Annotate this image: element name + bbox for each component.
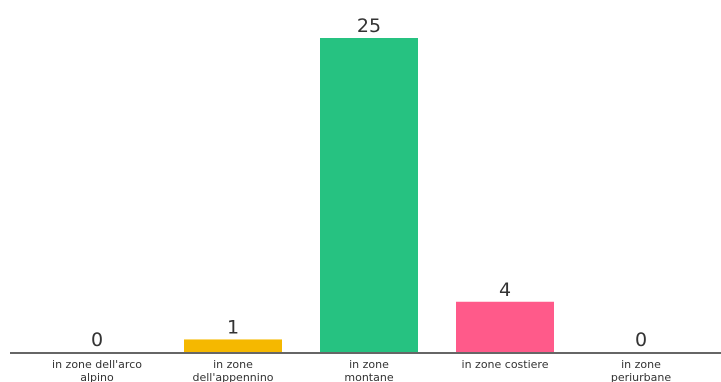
category-label-line: in zone costiere — [462, 358, 549, 371]
category-label-1: in zone dell'appennino — [192, 358, 273, 382]
category-label-line: in zone — [621, 358, 661, 371]
category-label-line: in zone — [349, 358, 389, 371]
value-label-4: 0 — [635, 329, 647, 351]
category-label-4: in zone periurbane — [611, 358, 672, 382]
category-label-line: in zone dell'arco — [52, 358, 142, 371]
category-label-3: in zone costiere — [462, 358, 549, 371]
bars-layer — [184, 38, 554, 352]
value-label-1: 1 — [227, 316, 239, 338]
category-label-line: dell'appennino — [192, 371, 273, 382]
category-label-line: alpino — [80, 371, 114, 382]
value-label-2: 25 — [357, 15, 381, 37]
category-label-line: montane — [344, 371, 393, 382]
category-label-line: in zone — [213, 358, 253, 371]
value-label-0: 0 — [91, 329, 103, 351]
category-label-0: in zone dell'arco alpino — [52, 358, 142, 382]
bar-1 — [184, 339, 282, 352]
bar-2 — [320, 38, 418, 352]
category-label-line: periurbane — [611, 371, 672, 382]
value-labels-layer: 0 1 25 4 0 — [91, 15, 647, 351]
value-label-3: 4 — [499, 279, 511, 301]
category-label-2: in zone montane — [344, 358, 393, 382]
bar-3 — [456, 301, 554, 352]
